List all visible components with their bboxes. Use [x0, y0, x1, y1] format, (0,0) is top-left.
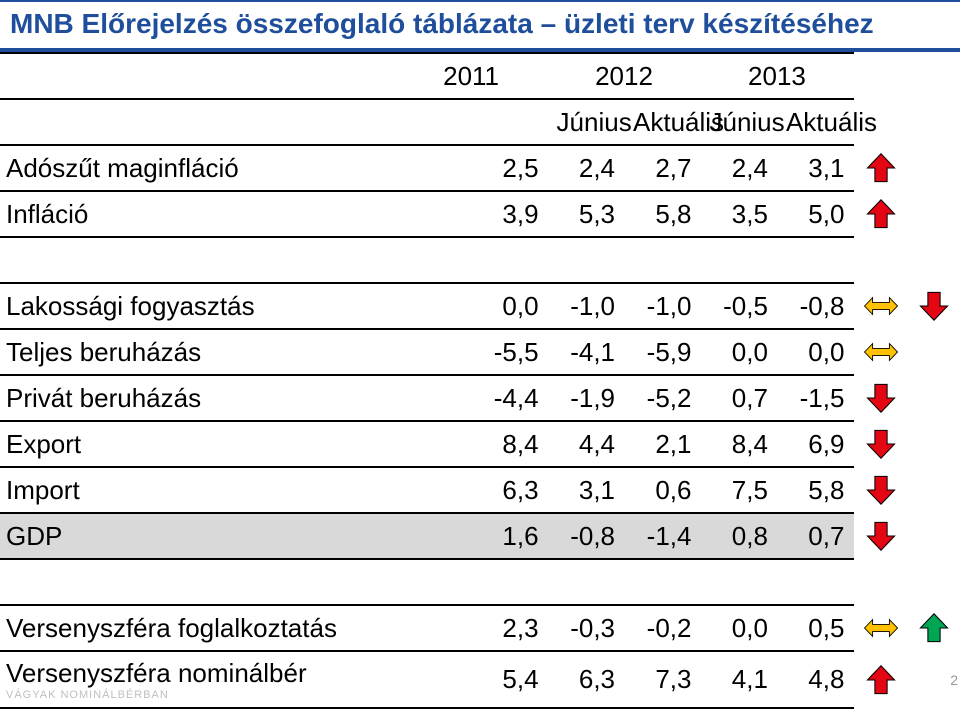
- cell-value: 6,3: [549, 651, 625, 708]
- cell-value: -1,4: [625, 513, 701, 559]
- cell-value: -0,3: [549, 605, 625, 651]
- cell-value: 0,8: [701, 513, 777, 559]
- row-label: Teljes beruházás: [0, 329, 396, 375]
- page-title: MNB Előrejelzés összefoglaló táblázata –…: [0, 0, 960, 52]
- trend-arrow-icon: [907, 375, 960, 421]
- row-label: Versenyszféra nominálbérVÁGYAK NOMINÁLBÉ…: [0, 651, 396, 708]
- cell-value: 7,5: [701, 467, 777, 513]
- cell-value: -5,9: [625, 329, 701, 375]
- cell-value: 5,4: [396, 651, 549, 708]
- row-label: Privát beruházás: [0, 375, 396, 421]
- trend-arrow-icon: [854, 467, 907, 513]
- trend-arrow-icon: [854, 421, 907, 467]
- trend-arrow-icon: [854, 145, 907, 191]
- year-2013: 2013: [701, 53, 854, 99]
- blank-row: [0, 559, 396, 605]
- trend-arrow-icon: 2: [907, 651, 960, 708]
- year-2012: 2012: [549, 53, 702, 99]
- row-label: Lakossági fogyasztás: [0, 283, 396, 329]
- row-label: Infláció: [0, 191, 396, 237]
- cell-value: -4,1: [549, 329, 625, 375]
- page-number: 2: [909, 672, 958, 688]
- cell-value: 5,8: [778, 467, 854, 513]
- cell-value: 0,5: [778, 605, 854, 651]
- row-label: Versenyszféra foglalkoztatás: [0, 605, 396, 651]
- cell-value: 1,6: [396, 513, 549, 559]
- cell-value: 0,0: [778, 329, 854, 375]
- blank-row: [0, 237, 396, 283]
- cell-value: 5,8: [625, 191, 701, 237]
- cell-value: -0,8: [778, 283, 854, 329]
- trend-arrow-icon: [854, 605, 907, 651]
- cell-value: 2,3: [396, 605, 549, 651]
- cell-value: 0,0: [396, 283, 549, 329]
- row-label: Adószűt maginfláció: [0, 145, 396, 191]
- row-label: Export: [0, 421, 396, 467]
- cell-value: 0,7: [701, 375, 777, 421]
- cell-value: -0,8: [549, 513, 625, 559]
- cell-value: 3,1: [778, 145, 854, 191]
- cell-value: 4,8: [778, 651, 854, 708]
- cell-value: 3,1: [549, 467, 625, 513]
- trend-arrow-icon: [854, 283, 907, 329]
- watermark-text: VÁGYAK NOMINÁLBÉRBAN: [6, 689, 388, 701]
- cell-value: -5,5: [396, 329, 549, 375]
- cell-value: 0,0: [701, 605, 777, 651]
- cell-value: 2,5: [396, 145, 549, 191]
- col-actual-2013: Aktuális: [778, 99, 854, 145]
- trend-arrow-icon: [907, 191, 960, 237]
- cell-value: 2,4: [549, 145, 625, 191]
- cell-value: -1,0: [625, 283, 701, 329]
- trend-arrow-icon: [907, 605, 960, 651]
- trend-arrow-icon: [907, 145, 960, 191]
- cell-value: 4,1: [701, 651, 777, 708]
- cell-value: 7,3: [625, 651, 701, 708]
- cell-value: 6,9: [778, 421, 854, 467]
- cell-value: 6,3: [396, 467, 549, 513]
- cell-value: 0,7: [778, 513, 854, 559]
- cell-value: 2,4: [701, 145, 777, 191]
- col-june-2012: Június: [549, 99, 625, 145]
- year-2011: 2011: [396, 53, 549, 99]
- cell-value: -1,5: [778, 375, 854, 421]
- cell-value: 8,4: [396, 421, 549, 467]
- cell-value: -0,2: [625, 605, 701, 651]
- row-label: Import: [0, 467, 396, 513]
- row-label: GDP: [0, 513, 396, 559]
- trend-arrow-icon: [907, 329, 960, 375]
- cell-value: 0,6: [625, 467, 701, 513]
- cell-value: 5,0: [778, 191, 854, 237]
- cell-value: 4,4: [549, 421, 625, 467]
- trend-arrow-icon: [907, 283, 960, 329]
- cell-value: -4,4: [396, 375, 549, 421]
- forecast-table: 201120122013JúniusAktuálisJúniusAktuális…: [0, 52, 960, 709]
- cell-value: -0,5: [701, 283, 777, 329]
- cell-value: 0,0: [701, 329, 777, 375]
- col-actual-2012: Aktuális: [625, 99, 701, 145]
- trend-arrow-icon: [907, 421, 960, 467]
- col-june-2013: Június: [701, 99, 777, 145]
- cell-value: 3,9: [396, 191, 549, 237]
- trend-arrow-icon: [854, 191, 907, 237]
- trend-arrow-icon: [854, 329, 907, 375]
- cell-value: 8,4: [701, 421, 777, 467]
- cell-value: -5,2: [625, 375, 701, 421]
- cell-value: -1,0: [549, 283, 625, 329]
- subheader-blank: [0, 99, 396, 145]
- cell-value: 5,3: [549, 191, 625, 237]
- trend-arrow-icon: [907, 467, 960, 513]
- cell-value: -1,9: [549, 375, 625, 421]
- trend-arrow-icon: [854, 375, 907, 421]
- cell-value: 3,5: [701, 191, 777, 237]
- cell-value: 2,1: [625, 421, 701, 467]
- header-blank: [0, 53, 396, 99]
- trend-arrow-icon: [854, 651, 907, 708]
- trend-arrow-icon: [907, 513, 960, 559]
- trend-arrow-icon: [854, 513, 907, 559]
- cell-value: 2,7: [625, 145, 701, 191]
